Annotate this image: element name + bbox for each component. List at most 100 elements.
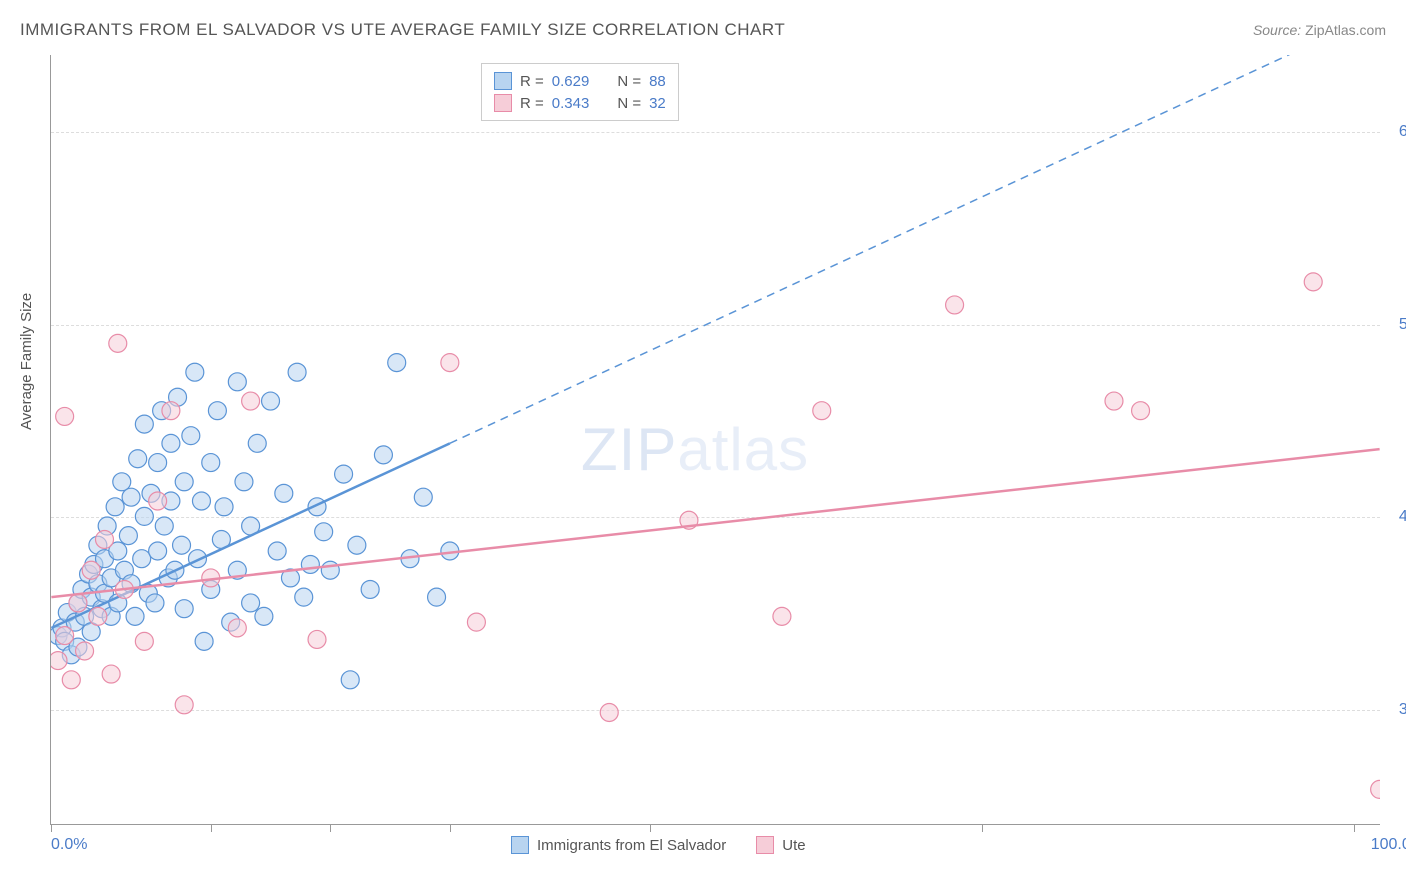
data-point — [162, 402, 180, 420]
data-point — [202, 454, 220, 472]
data-point — [106, 498, 124, 516]
legend-n-label: N = — [617, 95, 641, 112]
data-point — [135, 632, 153, 650]
data-point — [235, 473, 253, 491]
data-point — [773, 607, 791, 625]
legend-series: Immigrants from El Salvador Ute — [511, 836, 806, 854]
data-point — [268, 542, 286, 560]
data-point — [242, 392, 260, 410]
data-point — [813, 402, 831, 420]
data-point — [135, 415, 153, 433]
legend-stat-row: R =0.629N =88 — [494, 70, 666, 92]
data-point — [119, 527, 137, 545]
data-point — [374, 446, 392, 464]
data-point — [51, 652, 67, 670]
chart-svg — [51, 55, 1380, 824]
legend-series-name: Immigrants from El Salvador — [537, 837, 726, 854]
legend-series-item: Immigrants from El Salvador — [511, 836, 726, 854]
data-point — [109, 334, 127, 352]
data-point — [275, 484, 293, 502]
data-point — [228, 373, 246, 391]
source-label: Source: — [1253, 22, 1301, 38]
data-point — [946, 296, 964, 314]
data-point — [96, 530, 114, 548]
data-point — [208, 402, 226, 420]
data-point — [182, 427, 200, 445]
data-point — [348, 536, 366, 554]
data-point — [428, 588, 446, 606]
data-point — [262, 392, 280, 410]
data-point — [175, 600, 193, 618]
data-point — [441, 354, 459, 372]
legend-swatch — [494, 72, 512, 90]
data-point — [149, 454, 167, 472]
data-point — [149, 492, 167, 510]
data-point — [1132, 402, 1150, 420]
legend-n-value: 32 — [649, 95, 666, 112]
x-axis-end-label: 100.0% — [1371, 836, 1406, 854]
data-point — [215, 498, 233, 516]
legend-r-value: 0.343 — [552, 95, 590, 112]
data-point — [82, 561, 100, 579]
data-point — [126, 607, 144, 625]
legend-n-value: 88 — [649, 73, 666, 90]
data-point — [321, 561, 339, 579]
legend-swatch — [756, 836, 774, 854]
x-tick — [51, 824, 52, 832]
data-point — [242, 594, 260, 612]
x-tick — [650, 824, 651, 832]
data-point — [288, 363, 306, 381]
data-point — [133, 550, 151, 568]
data-point — [228, 619, 246, 637]
data-point — [467, 613, 485, 631]
data-point — [255, 607, 273, 625]
x-axis-start-label: 0.0% — [51, 836, 87, 854]
data-point — [600, 704, 618, 722]
legend-stats: R = 0.629 N = 88 R = 0.343 N = 32 — [481, 63, 679, 121]
data-point — [135, 507, 153, 525]
x-tick — [450, 824, 451, 832]
data-point — [146, 594, 164, 612]
y-tick-label: 5.00 — [1385, 316, 1406, 334]
data-point — [341, 671, 359, 689]
data-point — [192, 492, 210, 510]
data-point — [76, 642, 94, 660]
data-point — [315, 523, 333, 541]
data-point — [56, 407, 74, 425]
data-point — [1105, 392, 1123, 410]
x-tick — [982, 824, 983, 832]
data-point — [162, 434, 180, 452]
x-tick — [330, 824, 331, 832]
data-point — [149, 542, 167, 560]
data-point — [102, 665, 120, 683]
y-tick-label: 3.00 — [1385, 701, 1406, 719]
source-attribution: Source: ZipAtlas.com — [1253, 22, 1386, 38]
legend-n-label: N = — [617, 73, 641, 90]
legend-series-item: Ute — [756, 836, 805, 854]
data-point — [335, 465, 353, 483]
legend-stat-row: R = 0.343 N = 32 — [494, 92, 666, 114]
data-point — [248, 434, 266, 452]
data-point — [186, 363, 204, 381]
data-point — [295, 588, 313, 606]
data-point — [388, 354, 406, 372]
y-axis-label: Average Family Size — [18, 293, 35, 430]
legend-r-label: R = — [520, 95, 544, 112]
data-point — [129, 450, 147, 468]
data-point — [175, 473, 193, 491]
data-point — [122, 488, 140, 506]
y-tick-label: 4.00 — [1385, 508, 1406, 526]
legend-swatch — [511, 836, 529, 854]
data-point — [188, 550, 206, 568]
data-point — [308, 630, 326, 648]
data-point — [1304, 273, 1322, 291]
data-point — [89, 607, 107, 625]
data-point — [173, 536, 191, 554]
data-point — [195, 632, 213, 650]
legend-r-value: 0.629 — [552, 73, 590, 90]
x-tick — [1354, 824, 1355, 832]
source-name: ZipAtlas.com — [1305, 22, 1386, 38]
data-point — [56, 627, 74, 645]
x-tick — [211, 824, 212, 832]
data-point — [414, 488, 432, 506]
